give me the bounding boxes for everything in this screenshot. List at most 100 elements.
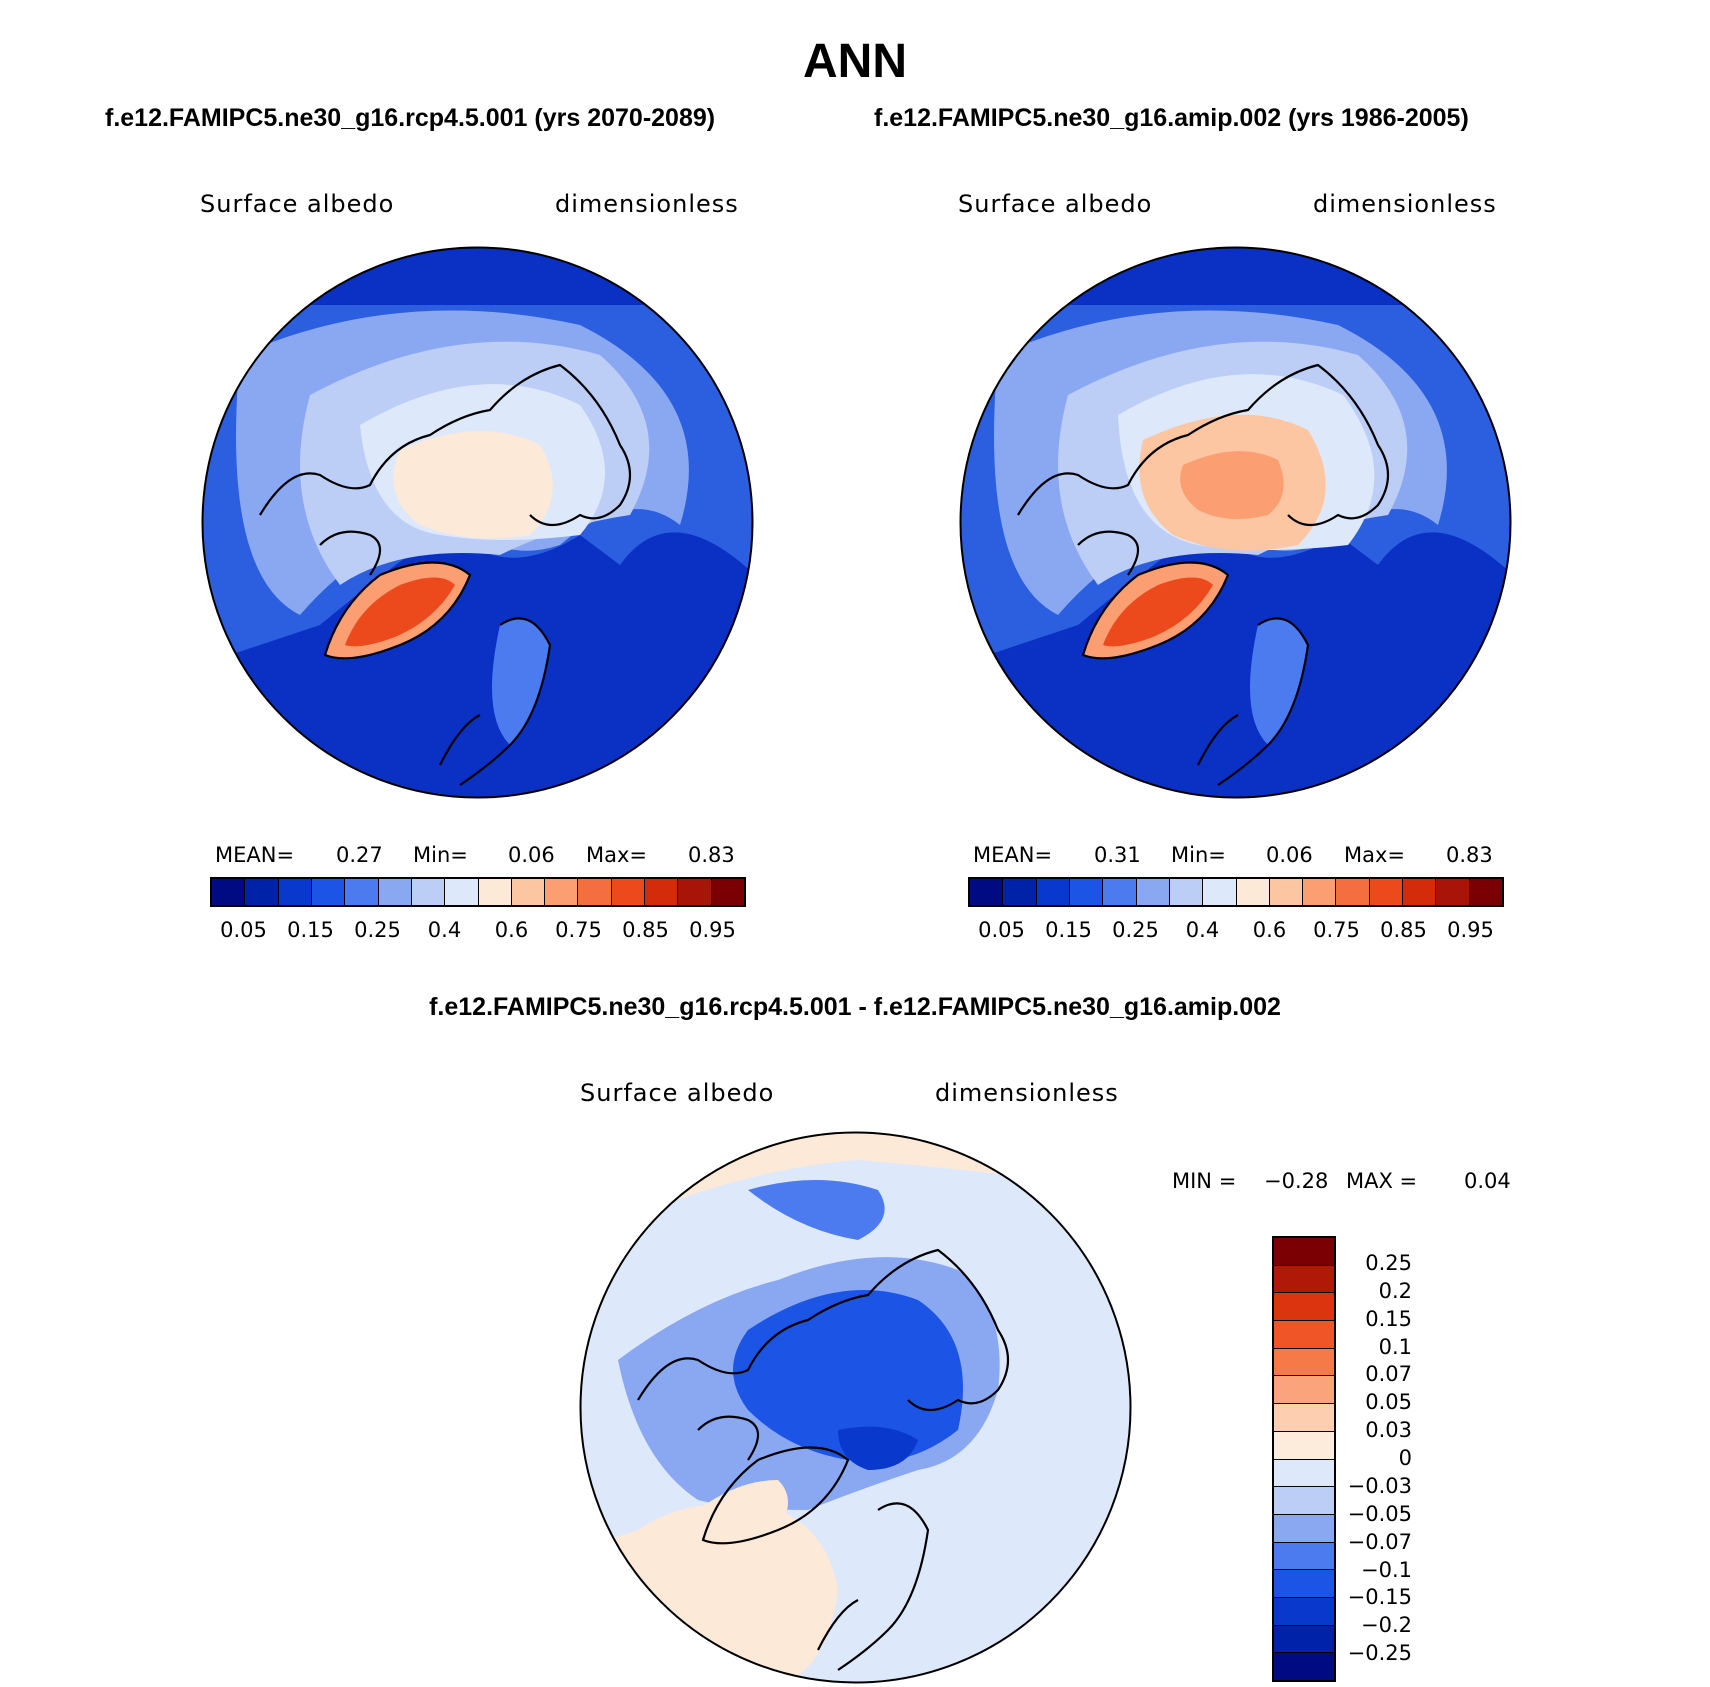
colorbar-box	[1469, 879, 1502, 905]
colorbar-box	[1274, 1514, 1334, 1543]
colorbar-tick-label: 0.1	[1378, 1334, 1412, 1359]
panel1-max-label: Max=	[586, 843, 648, 867]
colorbar-box	[378, 879, 412, 905]
colorbar-box	[511, 879, 546, 905]
panel2-variable: Surface albedo	[958, 190, 1153, 218]
diff-variable: Surface albedo	[580, 1079, 775, 1107]
panel1-variable: Surface albedo	[200, 190, 395, 218]
colorbar-box	[611, 879, 646, 905]
colorbar-tick-label: 0.05	[220, 918, 267, 942]
difference-colorbar	[1272, 1236, 1336, 1682]
colorbar-box	[1274, 1376, 1334, 1405]
colorbar-tick-label: 0.25	[354, 918, 401, 942]
coastline	[637, 1248, 1009, 1671]
colorbar-box	[1274, 1293, 1334, 1322]
colorbar-tick-label: 0.15	[287, 918, 334, 942]
colorbar-tick-label: 0.2	[1378, 1278, 1412, 1303]
arctic-ice-core	[1180, 451, 1284, 519]
colorbar-tick-label: 0.95	[689, 918, 736, 942]
colorbar-tick-label: −0.2	[1361, 1613, 1412, 1638]
difference-map	[579, 1131, 1132, 1684]
colorbar-tick-label: 0.07	[1365, 1362, 1412, 1387]
colorbar-box	[311, 879, 346, 905]
strong-decrease-region	[733, 1290, 963, 1462]
north-decrease-patch	[748, 1180, 885, 1240]
colorbar-tick-label: 0.15	[1365, 1306, 1412, 1331]
colorbar-box	[1274, 1404, 1334, 1432]
siberia-patch	[492, 618, 550, 745]
colorbar-box	[545, 879, 579, 905]
colorbar-tick-label: 0.75	[555, 918, 602, 942]
panel1-units: dimensionless	[555, 190, 739, 218]
colorbar-tick-label: 0.25	[1112, 918, 1159, 942]
colorbar-box	[1369, 879, 1404, 905]
colorbar-tick-label: −0.1	[1361, 1557, 1412, 1582]
panel2-map	[959, 246, 1512, 799]
panel1-max-value: 0.83	[688, 843, 735, 867]
colorbar-tick-label: 0.85	[1380, 918, 1427, 942]
panel1-map	[201, 246, 754, 799]
colorbar-tick-label: 0.4	[1185, 918, 1220, 942]
colorbar-tick-label: −0.07	[1347, 1529, 1412, 1554]
colorbar-box	[678, 879, 712, 905]
colorbar-box	[212, 879, 246, 905]
panel2-mean-label: MEAN=	[973, 843, 1053, 867]
colorbar-box	[1274, 1431, 1334, 1460]
diff-units: dimensionless	[935, 1079, 1119, 1107]
panel2-max-label: Max=	[1344, 843, 1406, 867]
colorbar-box	[1336, 879, 1370, 905]
diff-max-label: MAX =	[1346, 1169, 1418, 1193]
colorbar-tick-label: 0.15	[1045, 918, 1092, 942]
colorbar-box	[445, 879, 479, 905]
colorbar-tick-label: −0.03	[1347, 1473, 1412, 1498]
panel2-colorbar	[968, 877, 1504, 907]
colorbar-tick-label: 0.85	[622, 918, 669, 942]
greenland-inner	[1103, 577, 1213, 647]
colorbar-box	[1274, 1653, 1334, 1680]
colorbar-box	[1274, 1570, 1334, 1598]
colorbar-box	[245, 879, 279, 905]
colorbar-box	[1274, 1597, 1334, 1626]
greenland-no-change	[698, 1480, 788, 1544]
colorbar-box	[1203, 879, 1237, 905]
colorbar-box	[1274, 1542, 1334, 1571]
colorbar-box	[711, 879, 744, 905]
colorbar-box	[345, 879, 379, 905]
colorbar-box	[1103, 879, 1137, 905]
colorbar-box	[970, 879, 1004, 905]
coastline	[259, 363, 631, 786]
panel2-min-value: 0.06	[1266, 843, 1313, 867]
panel2-max-value: 0.83	[1446, 843, 1493, 867]
colorbar-box	[478, 879, 512, 905]
siberia-patch	[1250, 618, 1308, 745]
colorbar-box	[1274, 1238, 1334, 1266]
colorbar-box	[1169, 879, 1204, 905]
colorbar-box	[1274, 1459, 1334, 1488]
colorbar-box	[1436, 879, 1470, 905]
colorbar-box	[1236, 879, 1270, 905]
panel1-colorbar	[210, 877, 746, 907]
colorbar-tick-label: 0.25	[1365, 1250, 1412, 1275]
colorbar-box	[1274, 1625, 1334, 1654]
colorbar-box	[1136, 879, 1170, 905]
colorbar-tick-label: 0.05	[978, 918, 1025, 942]
arctic-ice-cap	[393, 431, 553, 539]
colorbar-box	[1003, 879, 1037, 905]
colorbar-box	[1069, 879, 1104, 905]
colorbar-box	[1269, 879, 1304, 905]
colorbar-box	[1274, 1348, 1334, 1377]
colorbar-box	[411, 879, 446, 905]
strongest-decrease-region	[838, 1426, 918, 1470]
colorbar-tick-label: 0.95	[1447, 918, 1494, 942]
colorbar-box	[1303, 879, 1337, 905]
panel1-min-label: Min=	[413, 843, 468, 867]
panel1-mean-label: MEAN=	[215, 843, 295, 867]
panel1-min-value: 0.06	[508, 843, 555, 867]
colorbar-box	[578, 879, 612, 905]
diff-min-label: MIN =	[1172, 1169, 1237, 1193]
figure-title: ANN	[803, 35, 907, 88]
colorbar-tick-label: 0.05	[1365, 1390, 1412, 1415]
difference-title: f.e12.FAMIPC5.ne30_g16.rcp4.5.001 - f.e1…	[429, 993, 1281, 1021]
coastline	[1017, 363, 1389, 786]
colorbar-box	[1274, 1487, 1334, 1515]
